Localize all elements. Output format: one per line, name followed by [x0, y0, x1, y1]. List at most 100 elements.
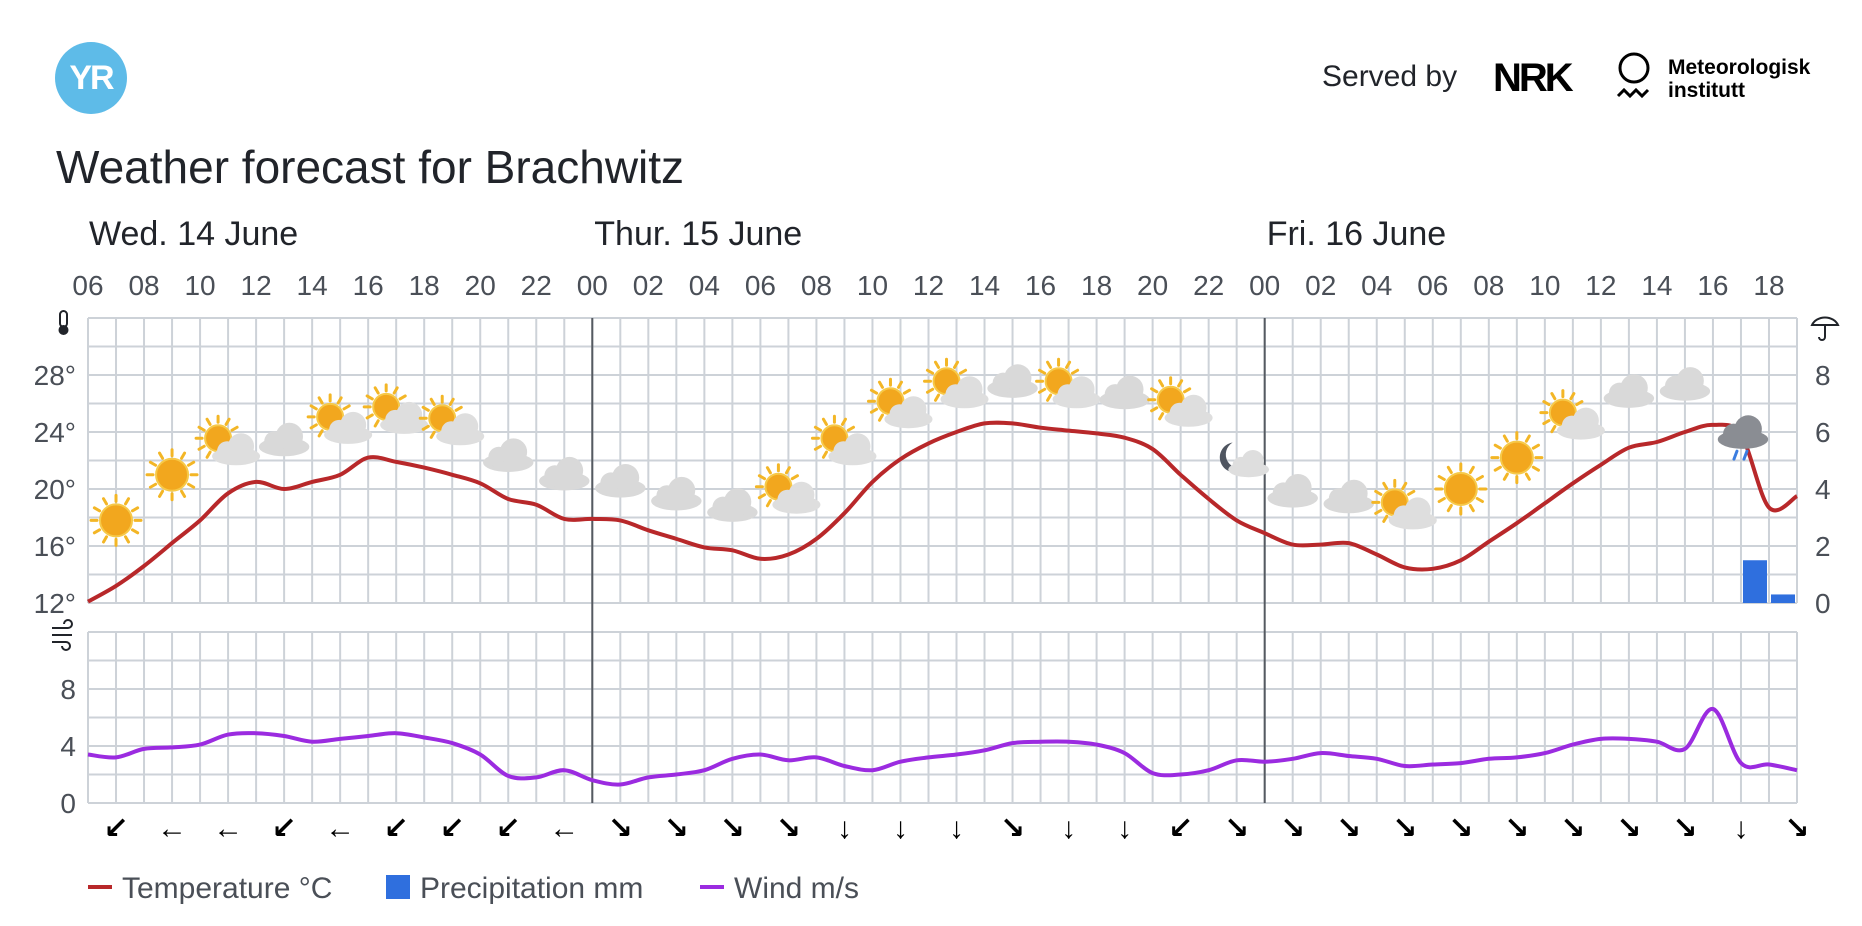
precipitation-tick-label: 4 — [1815, 474, 1831, 505]
legend-item: Wind m/s — [700, 872, 859, 905]
wind-direction-arrow: ↓ — [893, 812, 908, 845]
hour-tick-label: 20 — [1137, 270, 1168, 301]
cloudy-icon — [651, 476, 702, 511]
cloudy-icon — [595, 464, 646, 498]
wind-direction-arrow: ↘ — [1784, 812, 1809, 845]
hour-tick-label: 06 — [745, 270, 776, 301]
hour-tick-label: 14 — [969, 270, 1000, 301]
legend-label: Wind m/s — [734, 872, 859, 905]
rain-cloudy-icon — [1717, 415, 1769, 461]
wind-direction-arrow: ↓ — [1117, 812, 1132, 845]
precipitation-tick-label: 8 — [1815, 360, 1831, 391]
wind-direction-arrow: ↘ — [1392, 812, 1417, 845]
yr-logo[interactable]: YR — [55, 42, 127, 114]
umbrella-icon — [1810, 316, 1840, 341]
wind-direction-arrow: ↘ — [1560, 812, 1585, 845]
hour-tick-label: 04 — [1361, 270, 1392, 301]
hour-tick-label: 04 — [689, 270, 720, 301]
met-institute-logo-text[interactable]: Meteorologisk institutt — [1668, 56, 1810, 102]
temperature-line — [87, 420, 1799, 604]
wind-series — [87, 707, 1798, 787]
precipitation-bar — [1742, 560, 1767, 603]
partly-cloudy-day-icon — [1147, 376, 1213, 427]
wind-direction-arrow: ↙ — [384, 812, 409, 845]
legend-swatch — [386, 875, 410, 899]
cloudy-icon — [1267, 474, 1318, 508]
partly-cloudy-day-icon — [362, 383, 429, 434]
hour-tick-label: 12 — [1585, 270, 1616, 301]
hour-tick-label: 12 — [241, 270, 272, 301]
wind-direction-arrow: ↓ — [1061, 812, 1076, 845]
day-labels: Wed. 14 June Thur. 15 June Fri. 16 June — [89, 215, 1446, 253]
partly-cloudy-day-icon — [418, 394, 485, 446]
wind-direction-arrow: ↘ — [776, 812, 801, 845]
wind-line — [87, 707, 1798, 787]
chart-legend: Temperature °C Precipitation mm Wind m/s — [88, 872, 859, 905]
hour-tick-label: 10 — [857, 270, 888, 301]
cloudy-icon — [258, 422, 310, 457]
hour-tick-label: 16 — [1697, 270, 1728, 301]
nrk-logo[interactable]: NRK — [1493, 56, 1574, 100]
clear-sky-day-icon — [1434, 462, 1488, 516]
weather-icons — [89, 357, 1769, 547]
wind-direction-arrow: ↘ — [1448, 812, 1473, 845]
legend-item: Temperature °C — [88, 872, 332, 905]
wind-direction-arrow: ↙ — [272, 812, 297, 845]
day-label: Fri. 16 June — [1267, 215, 1447, 253]
cloudy-icon — [707, 488, 758, 522]
met-line-2: institutt — [1668, 79, 1745, 102]
served-by-label: Served by — [1322, 60, 1458, 93]
partly-cloudy-day-icon — [194, 414, 261, 466]
met-institute-logo-icon[interactable] — [1616, 52, 1652, 102]
wind-tick-label: 0 — [60, 788, 76, 819]
wind-direction-arrow: ↘ — [1616, 812, 1641, 845]
hour-tick-label: 02 — [633, 270, 664, 301]
legend-item: Precipitation mm — [386, 872, 643, 905]
temperature-series — [87, 420, 1799, 604]
temperature-tick-label: 24° — [34, 417, 76, 448]
wind-direction-arrow: ↘ — [1000, 812, 1025, 845]
wind-direction-arrow: ↓ — [837, 812, 852, 845]
cloudy-icon — [1659, 367, 1711, 401]
hour-tick-label: 16 — [1025, 270, 1056, 301]
precipitation-tick-label: 2 — [1815, 531, 1831, 562]
partly-cloudy-day-icon — [810, 414, 877, 466]
hour-tick-label: 18 — [409, 270, 440, 301]
wind-direction-arrow: ↓ — [949, 812, 964, 845]
hour-tick-label: 14 — [297, 270, 328, 301]
wind-direction-arrow: ↙ — [1168, 812, 1193, 845]
partly-cloudy-night-icon — [1219, 442, 1270, 478]
hour-tick-label: 06 — [1417, 270, 1448, 301]
precipitation-tick-label: 0 — [1815, 588, 1831, 619]
wind-tick-label: 8 — [60, 674, 76, 705]
hour-tick-label: 14 — [1641, 270, 1672, 301]
cloudy-icon — [483, 438, 534, 472]
wind-direction-arrow: ↙ — [496, 812, 521, 845]
clear-sky-day-icon — [145, 448, 199, 502]
wind-direction-arrow: ↘ — [1336, 812, 1361, 845]
hour-tick-label: 12 — [913, 270, 944, 301]
temperature-tick-label: 20° — [34, 474, 76, 505]
day-label: Wed. 14 June — [89, 215, 298, 253]
wind-direction-arrow: ↘ — [1224, 812, 1249, 845]
temperature-tick-label: 16° — [34, 531, 76, 562]
wind-direction-arrow: ↙ — [103, 812, 128, 845]
partly-cloudy-day-icon — [1539, 389, 1605, 440]
temperature-tick-label: 12° — [34, 588, 76, 619]
wind-direction-arrow: ↘ — [720, 812, 745, 845]
hour-tick-label: 18 — [1753, 270, 1784, 301]
wind-direction-arrow: ← — [157, 812, 187, 845]
day-label: Thur. 15 June — [594, 215, 802, 253]
partly-cloudy-day-icon — [866, 377, 933, 429]
cloudy-icon — [987, 364, 1038, 398]
legend-label: Precipitation mm — [420, 872, 643, 905]
wind-direction-arrow: ↓ — [1733, 812, 1748, 845]
wind-direction-arrow: ↘ — [1504, 812, 1529, 845]
hour-tick-label: 02 — [1305, 270, 1336, 301]
hour-tick-label: 10 — [1529, 270, 1560, 301]
y-tick-labels: 28° 24° 20° 16° 12° 8 6 4 2 0 8 4 0 — [34, 360, 1831, 819]
wind-direction-arrow: ← — [213, 812, 243, 845]
page-header: YR Served by NRK Meteorologisk institutt… — [0, 0, 1862, 193]
met-line-1: Meteorologisk — [1668, 56, 1811, 79]
wind-direction-arrow: ↘ — [1672, 812, 1697, 845]
